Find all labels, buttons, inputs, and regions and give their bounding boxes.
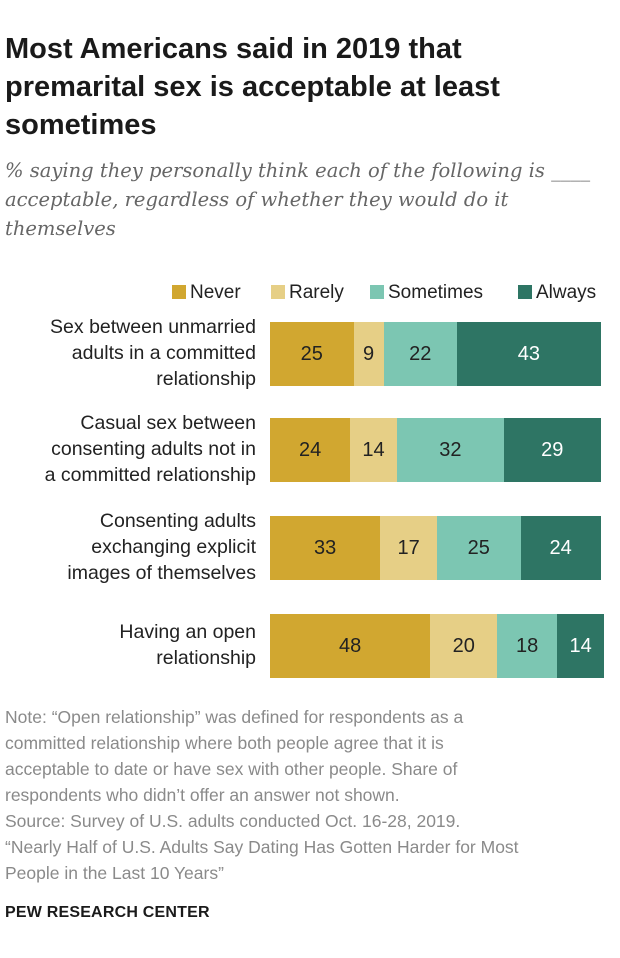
bar-segment-always (557, 614, 604, 678)
data-label: 18 (516, 635, 539, 657)
data-label: 14 (569, 635, 592, 657)
bar-segment-never (270, 418, 351, 482)
data-label: 20 (452, 635, 475, 657)
bar-segment-always (520, 516, 601, 580)
data-label: 33 (313, 537, 337, 559)
bar-segment-never (270, 516, 381, 580)
bar-segment-sometimes (383, 322, 458, 386)
category-label-line: relationship (156, 647, 256, 669)
legend-label: Sometimes (388, 282, 484, 303)
data-label: 48 (339, 635, 362, 657)
legend-label: Rarely (289, 282, 344, 303)
legend-swatch (370, 285, 384, 299)
bar-segment-always (503, 418, 601, 482)
note-line: acceptable to date or have sex with othe… (5, 759, 458, 779)
category-label: Having an open relationship (0, 619, 256, 671)
bar-segment-never (270, 614, 431, 678)
data-label: 43 (517, 343, 540, 365)
bar-segment-rarely (380, 516, 437, 580)
bar-segment-rarely (353, 322, 384, 386)
category-label-line: Having an open (119, 621, 256, 643)
legend-label: Always (536, 282, 597, 303)
bar-row: 48 20 18 14 (270, 614, 604, 678)
bar-segment-always (457, 322, 601, 386)
chart-subtitle: % saying they personally think each of t… (5, 159, 591, 240)
legend-swatch (172, 285, 186, 299)
data-label: 24 (549, 537, 572, 559)
source-footer: PEW RESEARCH CENTER (5, 904, 210, 921)
legend-item-always: Always (518, 282, 596, 304)
note-line: “Nearly Half of U.S. Adults Say Dating H… (5, 837, 519, 857)
data-label: 14 (362, 439, 385, 461)
data-label: 32 (439, 439, 462, 461)
data-label: 9 (362, 343, 375, 365)
note-line: People in the Last 10 Years” (5, 863, 224, 883)
category-label-line: exchanging explicit (91, 536, 256, 558)
bar-segment-rarely (430, 614, 498, 678)
bar-segment-never (270, 322, 354, 386)
chart-title: Most Americans said in 2019 that premari… (5, 33, 500, 141)
category-label-line: Consenting adults (99, 510, 256, 532)
data-label: 17 (397, 537, 420, 559)
category-label-line: Casual sex between (80, 412, 256, 434)
data-label: 29 (541, 439, 564, 461)
category-label: Consenting adults exchanging explicit imag… (0, 508, 256, 586)
category-label-line: Sex between unmarried (50, 316, 256, 338)
legend: Never Rarely Sometimes Always (0, 282, 620, 304)
category-label-line: relationship (156, 368, 256, 390)
category-label-line: a committed relationship (44, 464, 256, 486)
data-label: 22 (409, 343, 432, 365)
legend-swatch (271, 285, 285, 299)
bar-segment-sometimes (497, 614, 558, 678)
bar-segment-sometimes (437, 516, 521, 580)
category-label-line: consenting adults not in (51, 438, 256, 460)
data-label: 25 (300, 343, 323, 365)
category-label: Sex between unmarried adults in a committ… (0, 314, 256, 392)
bar-row: 33 17 25 24 (270, 516, 604, 580)
bar-segment-sometimes (396, 418, 504, 482)
legend-item-never: Never (172, 282, 241, 304)
bar-row: 25 9 22 43 (270, 322, 604, 386)
data-label: 24 (298, 439, 322, 461)
note-line: respondents who didn’t offer an answer n… (5, 785, 400, 805)
legend-label: Never (190, 282, 241, 303)
note-line: committed relationship where both people… (5, 733, 444, 753)
chart-note: Note: “Open relationship” was defined fo… (5, 704, 605, 886)
category-label: Casual sex between consenting adults not … (0, 410, 256, 488)
note-line: Note: “Open relationship” was defined fo… (5, 707, 464, 727)
legend-item-rarely: Rarely (271, 282, 344, 304)
bar-row: 24 14 32 29 (270, 418, 604, 482)
bar-segment-rarely (350, 418, 397, 482)
note-line: Source: Survey of U.S. adults conducted … (5, 811, 461, 831)
category-label-line: images of themselves (67, 562, 256, 584)
legend-swatch (518, 285, 532, 299)
legend-item-sometimes: Sometimes (370, 282, 483, 304)
data-label: 25 (467, 537, 490, 559)
category-label-line: adults in a committed (71, 342, 256, 364)
